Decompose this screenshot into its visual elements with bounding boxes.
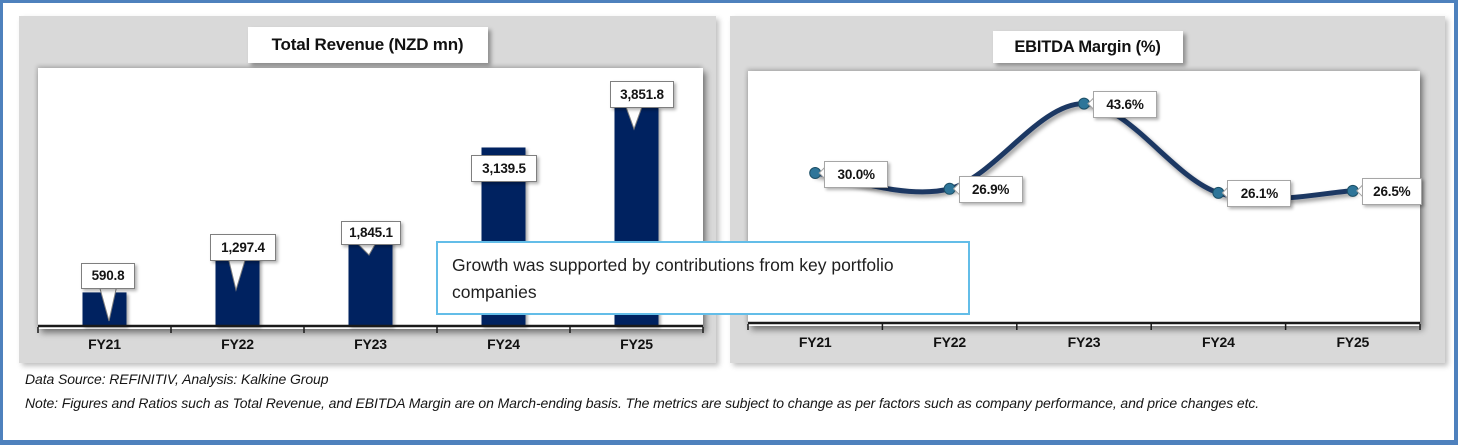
- bar-label-fy23: 1,845.1: [341, 221, 401, 245]
- line-marker-fy23: [1078, 97, 1090, 110]
- bar-label-fy21: 590.8: [81, 263, 135, 289]
- point-label-fy22: 26.9%: [958, 176, 1023, 204]
- point-label-fy21: 30.0%: [824, 160, 889, 188]
- bar-label-fy25: 3,851.8: [610, 81, 674, 108]
- point-label-fy23: 43.6%: [1093, 91, 1157, 119]
- line-marker-fy21: [809, 167, 822, 179]
- category-label-fy21: FY21: [798, 334, 832, 350]
- line-marker-fy22: [943, 182, 956, 195]
- annotation-callout-box: Growth was supported by contributions fr…: [436, 241, 970, 315]
- bar-fy22: [215, 252, 260, 326]
- category-label-fy21: FY21: [88, 336, 121, 352]
- category-label-fy24: FY24: [487, 336, 520, 352]
- category-label-fy25: FY25: [1336, 334, 1370, 350]
- line-marker-fy24: [1212, 186, 1225, 199]
- category-label-fy24: FY24: [1202, 334, 1235, 350]
- revenue-chart-panel: Total Revenue (NZD mn) 590.8 1,297.4 1,845…: [19, 16, 716, 363]
- revenue-chart-title: Total Revenue (NZD mn): [247, 27, 488, 63]
- ebitda-chart-title: EBITDA Margin (%): [992, 31, 1183, 63]
- category-label-fy23: FY23: [354, 336, 387, 352]
- point-label-fy24: 26.1%: [1227, 180, 1292, 208]
- category-label-fy22: FY22: [933, 334, 966, 350]
- footer-note: Note: Figures and Ratios such as Total R…: [25, 395, 1260, 411]
- category-label-fy22: FY22: [221, 336, 254, 352]
- bar-label-fy22: 1,297.4: [210, 234, 276, 261]
- point-label-fy25: 26.5%: [1361, 178, 1422, 206]
- bar-label-fy24: 3,139.5: [471, 155, 537, 182]
- footer-data-source: Data Source: REFINITIV, Analysis: Kalkin…: [25, 371, 329, 387]
- category-label-fy23: FY23: [1067, 334, 1101, 350]
- line-marker-fy25: [1346, 184, 1359, 197]
- category-label-fy25: FY25: [620, 336, 653, 352]
- bar-fy21: [82, 292, 127, 326]
